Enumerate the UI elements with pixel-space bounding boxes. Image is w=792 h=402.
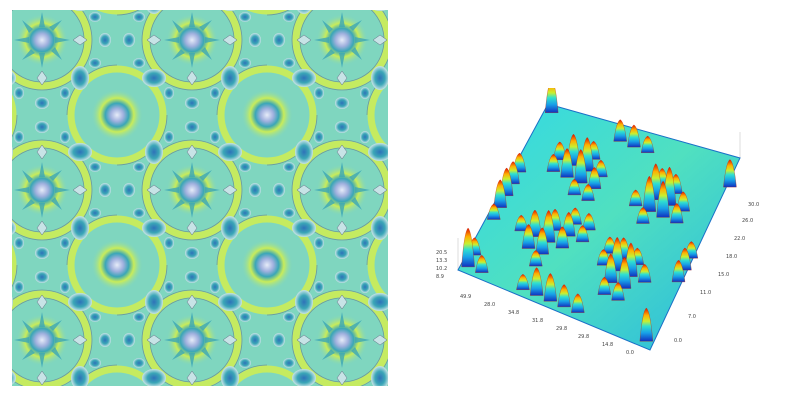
surface-peak — [676, 191, 690, 212]
surface-floor — [457, 103, 741, 351]
x-tick: 0.0 — [626, 350, 634, 356]
surface-peak — [639, 307, 654, 342]
surface-peak — [555, 226, 570, 249]
surface-peak — [475, 255, 489, 273]
surface-peak — [597, 277, 612, 295]
z-tick: 13.3 — [436, 258, 447, 264]
z-tick: 20.5 — [436, 250, 447, 256]
surface-peak — [611, 282, 625, 301]
surface-peak — [557, 284, 571, 308]
y-axis: 30.0 26.0 22.0 18.0 15.0 11.0 7.0 0.0 — [674, 202, 759, 344]
surface-peak — [543, 273, 558, 302]
surface-peak — [529, 267, 544, 296]
surface-peak — [642, 175, 657, 212]
surface-peak — [567, 178, 582, 196]
x-tick: 34.8 — [508, 310, 519, 316]
surface-peak — [670, 203, 684, 224]
y-tick: 18.0 — [726, 254, 737, 260]
x-axis: 49.9 28.0 34.8 31.8 29.8 29.8 14.8 0.0 — [460, 294, 634, 356]
x-tick: 28.0 — [484, 302, 495, 308]
y-tick: 0.0 — [674, 338, 682, 344]
surface-peak — [636, 207, 650, 224]
surface-peak — [628, 189, 643, 207]
x-tick: 49.9 — [460, 294, 471, 300]
y-tick: 15.0 — [718, 272, 729, 278]
y-tick: 26.0 — [742, 218, 753, 224]
y-tick: 11.0 — [700, 290, 711, 296]
surface-peak — [581, 184, 595, 201]
surface-peak — [575, 225, 590, 243]
surface-peak — [521, 224, 536, 249]
surface-peak — [514, 215, 528, 232]
y-tick: 7.0 — [688, 314, 696, 320]
x-tick: 14.8 — [602, 342, 613, 348]
surface-peak — [656, 180, 670, 218]
z-tick: 10.2 — [436, 266, 447, 272]
surface-peak — [571, 293, 585, 313]
x-tick: 29.8 — [556, 326, 567, 332]
surface-panel: 20.5 13.3 10.2 8.9 49.9 28.0 34.8 31.8 2… — [436, 88, 759, 356]
y-tick: 30.0 — [748, 202, 759, 208]
surface-peak — [587, 167, 602, 189]
surface-peaks — [461, 88, 737, 342]
surface-peak — [604, 253, 618, 283]
surface-peak — [637, 264, 652, 283]
x-tick: 29.8 — [578, 334, 589, 340]
z-tick: 8.9 — [436, 274, 444, 280]
z-axis: 20.5 13.3 10.2 8.9 — [436, 250, 447, 280]
pattern-panel — [12, 10, 388, 386]
y-tick: 22.0 — [734, 236, 745, 242]
surface-peak — [640, 135, 655, 153]
surface-peak — [544, 88, 559, 113]
surface-peak — [562, 212, 576, 237]
surface-peak — [627, 124, 641, 148]
surface-peak — [723, 159, 737, 188]
surface-peak — [617, 256, 632, 289]
surface-peak — [678, 247, 692, 271]
surface-peak — [613, 119, 627, 142]
surface-peak — [574, 149, 588, 184]
surface-peak — [461, 227, 475, 268]
surface-peak — [529, 250, 543, 267]
surface-peak — [671, 260, 686, 283]
surface-peak — [546, 154, 561, 172]
surface-peak — [493, 179, 507, 208]
x-tick: 31.8 — [532, 318, 543, 324]
surface-peak — [487, 203, 501, 220]
surface-peak — [535, 227, 549, 255]
surface-peak — [560, 148, 574, 178]
surface-peak — [516, 274, 530, 290]
surface-peak — [582, 213, 596, 231]
